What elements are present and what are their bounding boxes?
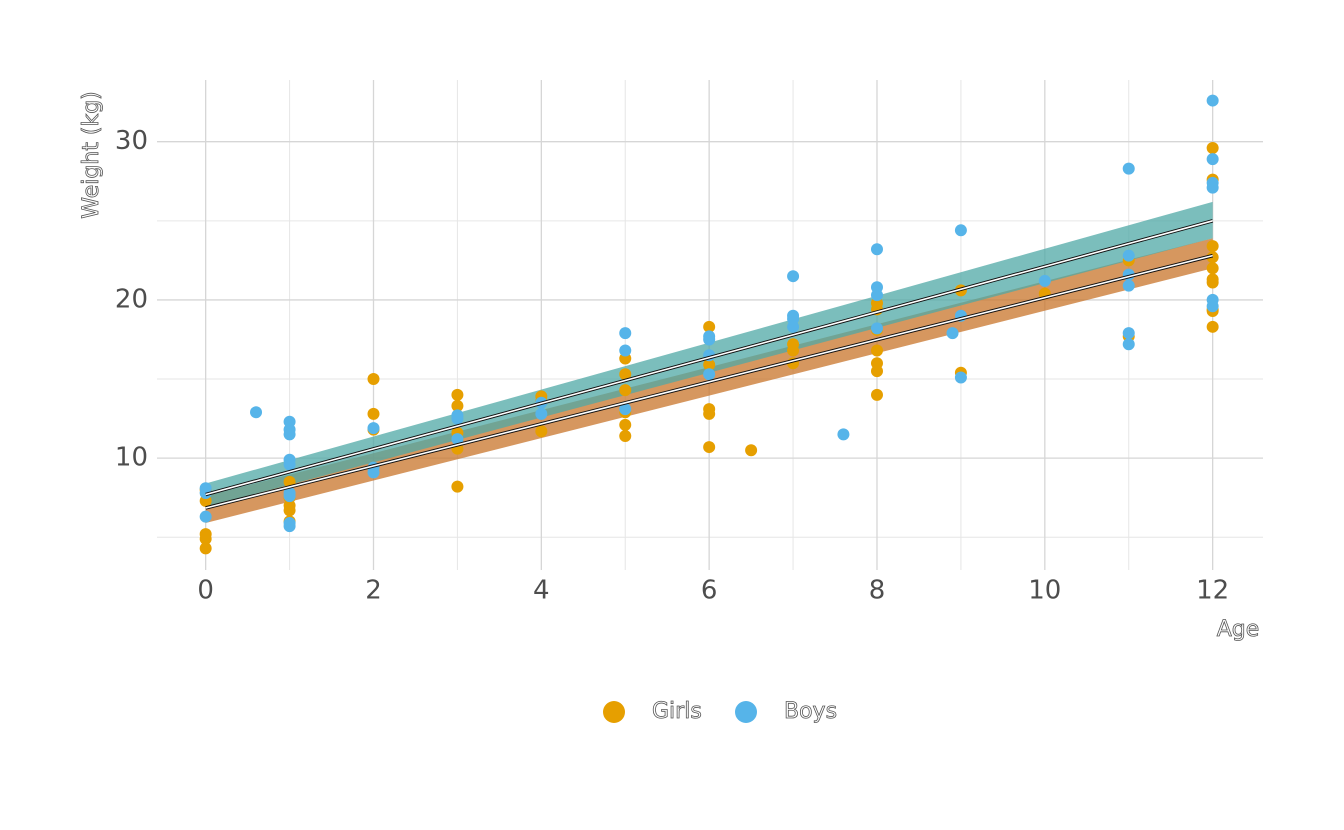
- legend-label: Boys: [784, 699, 837, 724]
- point: [619, 403, 632, 416]
- point: [703, 320, 716, 333]
- point: [283, 520, 296, 533]
- point: [1206, 276, 1219, 289]
- point: [619, 429, 632, 442]
- point: [1038, 274, 1051, 287]
- legend-swatch: [603, 701, 625, 723]
- fit-line: [205, 254, 1213, 509]
- point: [787, 344, 800, 357]
- point: [703, 407, 716, 420]
- point: [1122, 279, 1135, 292]
- fit-line: [205, 220, 1213, 496]
- x-axis-title: Age: [1217, 617, 1260, 642]
- point: [745, 444, 758, 457]
- y-tick-label: 30: [115, 126, 148, 156]
- point: [1206, 153, 1219, 166]
- point: [870, 365, 883, 378]
- point: [451, 433, 464, 446]
- point: [619, 327, 632, 340]
- x-tick-label: 6: [701, 576, 718, 606]
- legend-swatch: [735, 701, 757, 723]
- point: [1206, 240, 1219, 253]
- x-tick-label: 0: [197, 576, 214, 606]
- y-axis-title: Weight (kg): [79, 91, 104, 219]
- point: [199, 542, 212, 555]
- point: [451, 480, 464, 493]
- point: [1206, 300, 1219, 313]
- point: [787, 320, 800, 333]
- x-tick-label: 4: [533, 576, 550, 606]
- point: [703, 358, 716, 371]
- point: [367, 422, 380, 435]
- point: [535, 425, 548, 438]
- x-tick-label: 8: [869, 576, 886, 606]
- point: [837, 428, 850, 441]
- point: [619, 368, 632, 381]
- point: [703, 441, 716, 454]
- y-tick-label: 20: [115, 284, 148, 314]
- point: [619, 384, 632, 397]
- point: [367, 407, 380, 420]
- point: [283, 458, 296, 471]
- point: [1206, 142, 1219, 155]
- point: [451, 388, 464, 401]
- point: [250, 406, 263, 419]
- point: [870, 289, 883, 302]
- point: [619, 418, 632, 431]
- point: [283, 504, 296, 517]
- point: [367, 466, 380, 479]
- point: [1206, 320, 1219, 333]
- point: [703, 368, 716, 381]
- point: [870, 344, 883, 357]
- point: [1122, 249, 1135, 262]
- point: [703, 333, 716, 346]
- point: [1206, 262, 1219, 275]
- point: [787, 270, 800, 283]
- point: [199, 510, 212, 523]
- point: [1206, 94, 1219, 107]
- point: [1206, 181, 1219, 194]
- legend-label: Girls: [652, 699, 702, 724]
- point: [870, 243, 883, 256]
- x-tick-label: 10: [1028, 576, 1061, 606]
- point: [535, 407, 548, 420]
- point: [451, 399, 464, 412]
- point: [954, 224, 967, 237]
- point: [954, 371, 967, 384]
- x-tick-label: 2: [365, 576, 382, 606]
- point: [283, 428, 296, 441]
- point: [283, 490, 296, 503]
- point: [870, 388, 883, 401]
- point: [451, 412, 464, 425]
- x-tick-label: 12: [1196, 576, 1229, 606]
- point: [946, 327, 959, 340]
- point: [199, 532, 212, 545]
- point: [1122, 162, 1135, 175]
- point: [619, 344, 632, 357]
- point: [870, 322, 883, 335]
- point: [1122, 338, 1135, 351]
- point: [1122, 327, 1135, 340]
- y-tick-label: 10: [115, 443, 148, 473]
- point: [367, 373, 380, 386]
